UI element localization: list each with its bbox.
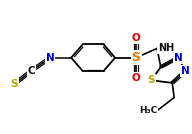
Text: N: N xyxy=(174,53,182,63)
Text: S: S xyxy=(10,79,18,89)
Text: O: O xyxy=(132,73,140,83)
Text: O: O xyxy=(132,33,140,43)
Text: C: C xyxy=(27,66,35,76)
Text: S: S xyxy=(132,51,141,64)
Text: H₃C: H₃C xyxy=(139,106,157,115)
Text: N: N xyxy=(181,66,190,76)
Text: NH: NH xyxy=(158,43,174,53)
Text: S: S xyxy=(147,75,155,85)
Text: N: N xyxy=(46,53,55,63)
